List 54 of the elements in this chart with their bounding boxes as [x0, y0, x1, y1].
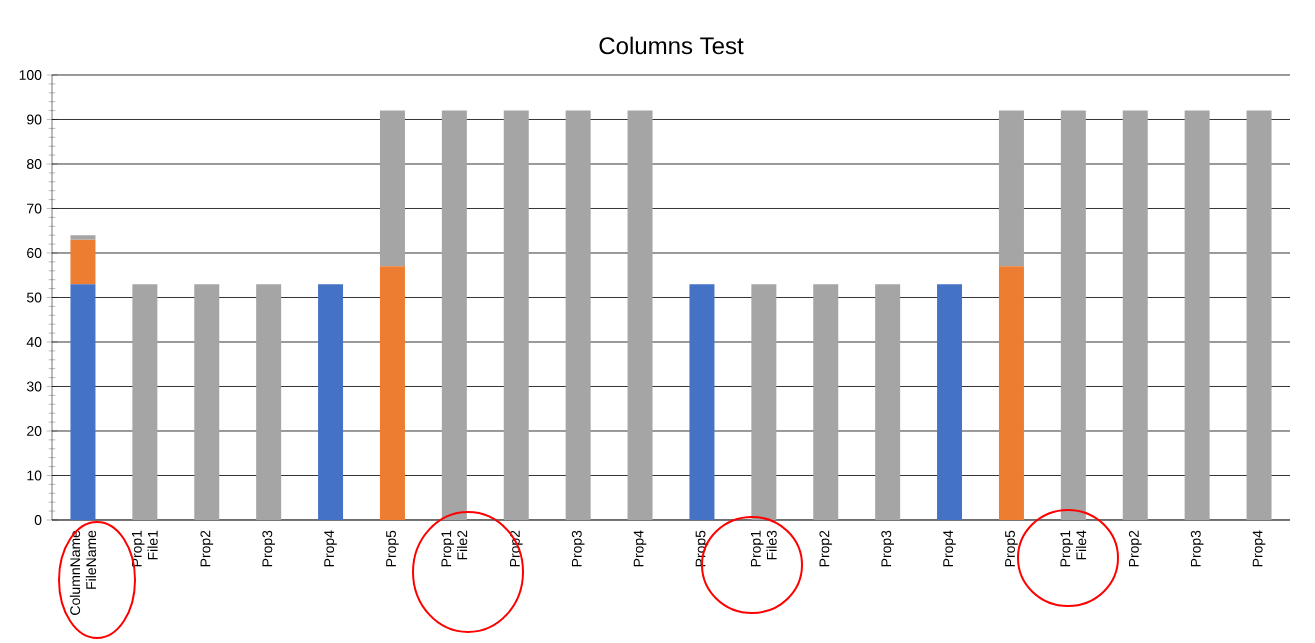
y-tick-label: 80: [27, 159, 42, 169]
bar: [875, 284, 901, 520]
bar: [751, 284, 777, 520]
bar: [132, 284, 158, 520]
bar: [998, 110, 1024, 267]
x-tick-label: Prop2: [1128, 530, 1142, 567]
y-tick-label: 10: [27, 470, 42, 481]
y-tick-label: 20: [27, 426, 42, 436]
bar: [379, 110, 405, 267]
x-tick-label: Prop3: [571, 530, 585, 567]
y-tick-label: 70: [27, 203, 42, 214]
y-tick-label: 100: [19, 70, 42, 80]
y-tick-label: 0: [34, 515, 42, 525]
bar: [1060, 110, 1086, 520]
bar: [813, 284, 839, 520]
x-tick-label: Prop2: [200, 530, 214, 567]
bar: [70, 284, 96, 520]
bar: [318, 284, 344, 520]
x-tick-label: Prop1 File1: [131, 530, 158, 567]
x-tick-label: Prop1 File3: [750, 530, 777, 567]
y-tick-label: 60: [27, 248, 42, 258]
x-tick-label: Prop1 File4: [1060, 530, 1087, 567]
bar: [627, 110, 653, 520]
x-tick-label: Prop3: [1190, 530, 1204, 567]
bar: [1122, 110, 1148, 520]
y-tick-label: 40: [26, 337, 42, 347]
x-tick-label: Prop4: [943, 530, 956, 567]
bar: [1184, 110, 1210, 520]
bar: [70, 239, 96, 285]
bar: [379, 266, 405, 520]
x-tick-label: Prop1 File2: [441, 530, 468, 567]
x-tick-label: Prop4: [1252, 530, 1266, 567]
bar: [565, 110, 591, 520]
bar: [194, 284, 220, 520]
x-tick-label: Prop4: [324, 530, 337, 567]
bar: [689, 284, 715, 520]
x-tick-label: Prop2: [819, 530, 833, 567]
bar: [1246, 110, 1272, 520]
bar: [70, 235, 96, 240]
x-tick-label: Prop5: [386, 530, 399, 567]
x-tick-label: Prop3: [881, 530, 894, 567]
bar: [503, 110, 529, 520]
y-tick-label: 90: [27, 114, 42, 125]
chart-title: Columns Test: [599, 36, 744, 55]
bar: [937, 284, 963, 520]
bar: [998, 266, 1024, 520]
x-tick-label: Prop3: [262, 530, 275, 567]
x-tick-label: ColumnName FileName: [69, 530, 97, 615]
x-tick-label: Prop5: [1005, 530, 1018, 567]
bar: [441, 110, 467, 520]
y-tick-label: 30: [26, 381, 42, 392]
x-tick-label: Prop4: [633, 530, 647, 567]
bar: [256, 284, 282, 520]
y-tick-label: 50: [26, 292, 42, 303]
